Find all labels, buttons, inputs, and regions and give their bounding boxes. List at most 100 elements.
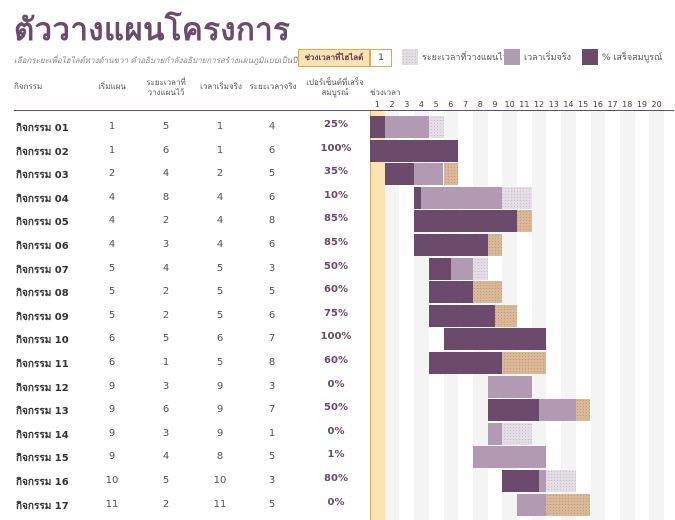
plan-duration-cell: 2 [162, 498, 170, 510]
plan-start-cell: 1 [108, 121, 116, 132]
plan-duration-cell: 6 [162, 144, 170, 156]
plan-start-cell: 5 [108, 309, 116, 321]
actual-start-cell: 9 [216, 380, 224, 392]
plan-start-cell: 10 [105, 475, 119, 486]
actual-bar [487, 422, 503, 445]
actual-start-cell: 5 [216, 309, 224, 321]
activity-name: กิจกรรม 16 [16, 477, 69, 488]
actual-duration-cell: 6 [268, 144, 276, 156]
period-number: 18 [622, 100, 633, 109]
percent-complete-bar [487, 399, 540, 422]
period-number: 4 [418, 100, 424, 109]
plan-duration-cell: 3 [162, 427, 170, 439]
period-number: 14 [563, 100, 574, 109]
activity-name: กิจกรรม 05 [16, 217, 69, 229]
actual-beyond-plan-bar [546, 493, 591, 516]
actual-duration-cell: 8 [268, 357, 276, 368]
actual-start-cell: 5 [216, 357, 224, 368]
activity-name: กิจกรรม 13 [16, 406, 69, 418]
actual-bar [487, 375, 532, 398]
plan-duration-cell: 8 [162, 191, 170, 203]
period-number: 7 [462, 100, 469, 109]
plan-duration-cell: 5 [162, 475, 170, 486]
actual-start-cell: 4 [216, 239, 224, 250]
header-divider [14, 110, 674, 111]
activity-name: กิจกรรม 11 [16, 359, 69, 370]
period-number: 6 [448, 100, 454, 109]
legend-plan: ระยะเวลาที่วางแผนไว้ [402, 49, 508, 65]
actual-duration-cell: 5 [268, 168, 276, 180]
actual-duration-cell: 7 [268, 404, 276, 416]
activity-name: กิจกรรม 02 [16, 146, 69, 158]
percent-complete-bar [428, 281, 473, 304]
period-number: 15 [578, 100, 589, 109]
period-stripe [649, 110, 664, 520]
plan-start-cell: 6 [108, 357, 116, 368]
actual-start-cell: 9 [216, 404, 224, 416]
actual-bar [517, 493, 547, 516]
period-number: 17 [607, 100, 618, 109]
activity-name: กิจกรรม 15 [16, 453, 69, 465]
percent-complete-cell: 1% [327, 449, 345, 461]
legend-actual: เวลาเริ่มจริง [504, 49, 571, 65]
plan-start-cell: 2 [108, 168, 116, 180]
percent-complete-bar [370, 116, 385, 138]
period-number: 19 [636, 100, 648, 109]
plan-duration-cell: 5 [162, 333, 170, 345]
actual-start-cell: 1 [216, 121, 224, 132]
percent-complete-cell: 60% [324, 355, 348, 366]
actual-duration-cell: 1 [268, 427, 276, 439]
plan-start-cell: 4 [108, 239, 116, 250]
highlight-period-input[interactable]: 1 [370, 49, 392, 67]
header-percent: เปอร์เซ็นต์ที่เสร็จสมบูรณ์ [306, 78, 364, 97]
activity-name: กิจกรรม 17 [16, 500, 69, 512]
activity-name: กิจกรรม 14 [16, 429, 69, 441]
actual-duration-cell: 5 [268, 498, 276, 510]
actual-bar [414, 186, 503, 209]
plan-start-cell: 9 [108, 380, 116, 392]
period-stripe [384, 110, 400, 520]
actual-start-cell: 5 [216, 262, 224, 274]
percent-complete-cell: 10% [324, 189, 348, 201]
actual-duration-cell: 3 [268, 380, 276, 392]
actual-start-cell: 11 [213, 498, 227, 510]
percent-complete-bar [428, 257, 451, 280]
plan-start-cell: 4 [108, 215, 116, 227]
header-plan-duration: ระยะเวลาที่วางแผนไว้ [146, 78, 186, 97]
actual-start-cell: 4 [216, 191, 224, 203]
percent-complete-cell: 0% [327, 425, 345, 437]
legend-done-label: % เสร็จสมบูรณ์ [602, 53, 663, 63]
plan-duration-cell: 2 [162, 215, 170, 227]
plan-duration-cell: 3 [162, 239, 170, 250]
percent-complete-cell: 50% [324, 260, 348, 272]
percent-complete-cell: 100% [320, 142, 352, 154]
plan-start-cell: 9 [108, 404, 116, 416]
percent-complete-bar [428, 352, 503, 374]
percent-complete-cell: 100% [320, 331, 352, 343]
actual-duration-cell: 8 [268, 215, 276, 227]
percent-complete-cell: 0% [327, 496, 345, 508]
plan-duration-cell: 2 [162, 286, 170, 298]
actual-duration-cell: 6 [268, 239, 276, 250]
percent-complete-bar [502, 470, 540, 492]
actual-duration-cell: 7 [268, 333, 276, 345]
actual-start-cell: 6 [216, 333, 224, 345]
actual-duration-cell: 5 [268, 451, 276, 463]
plan-duration-cell: 4 [162, 168, 170, 180]
period-stripe [561, 110, 576, 520]
actual-start-cell: 2 [216, 168, 224, 180]
activity-name: กิจกรรม 04 [16, 193, 69, 205]
page-title: ตัววางแผนโครงการ [14, 12, 291, 48]
actual-bar [370, 116, 429, 138]
activity-name: กิจกรรม 07 [16, 264, 69, 276]
period-number: 12 [533, 100, 545, 109]
header-periods: ช่วงเวลา [370, 88, 401, 97]
plan-start-cell: 11 [105, 498, 119, 510]
header-activity: กิจกรรม [14, 82, 43, 91]
plan-duration-cell: 5 [162, 121, 170, 132]
percent-complete-bar [414, 210, 517, 233]
actual-beyond-plan-bar [575, 399, 591, 422]
activity-name: กิจกรรม 08 [16, 288, 69, 300]
plan-start-cell: 5 [108, 262, 116, 274]
plan-duration-cell: 1 [162, 357, 170, 368]
